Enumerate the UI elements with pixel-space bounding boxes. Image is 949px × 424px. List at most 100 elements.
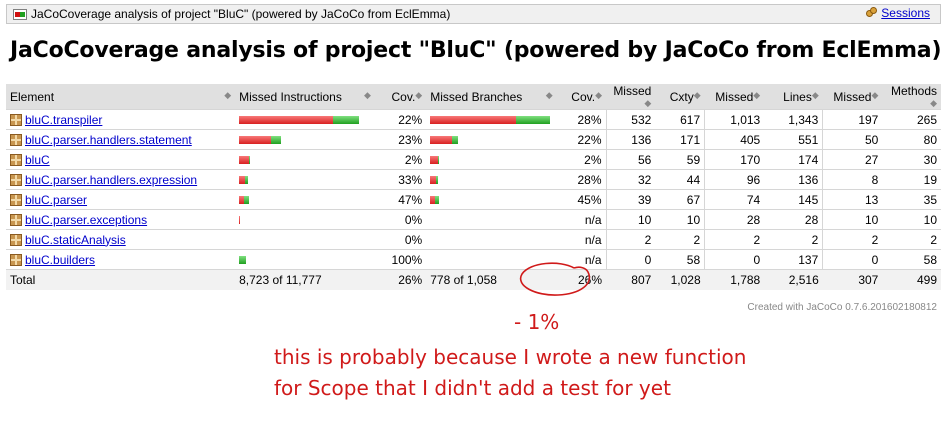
missed-bar [430, 175, 437, 184]
package-icon [10, 133, 22, 146]
sort-icon: ◆ [224, 89, 232, 100]
methods: 265 [882, 109, 941, 130]
total-row: Total 8,723 of 11,777 26% 778 of 1,058 2… [6, 269, 941, 290]
lines-missed: 74 [704, 189, 765, 210]
table-row: bluC.builders 100% n/a 0 58 0 137 0 58 [6, 249, 941, 270]
lines: 2 [764, 229, 823, 250]
sort-icon: ◆ [693, 89, 701, 100]
covered-bar [249, 155, 251, 164]
total-cx-missed: 807 [606, 269, 656, 290]
instr-cov: 2% [374, 149, 427, 170]
missed-bar [239, 175, 246, 184]
cx-missed: 532 [605, 109, 656, 130]
cx-missed: 136 [605, 129, 656, 150]
cx-missed: 39 [605, 189, 656, 210]
header-lines[interactable]: Lines ◆ [764, 84, 823, 110]
coverage-table: Element ◆ Missed Instructions ◆ Cov. ◆ Miss… [6, 84, 941, 290]
methods-missed: 10 [822, 209, 883, 230]
total-methods: 499 [882, 269, 941, 290]
package-link[interactable]: bluC [25, 152, 50, 167]
package-link[interactable]: bluC.parser.exceptions [25, 212, 148, 227]
package-icon [10, 113, 22, 126]
total-branches: 778 of 1,058 [426, 269, 557, 290]
table-row: bluC.parser.handlers.statement 23% 22% 136 1… [6, 129, 941, 150]
header-lines-missed[interactable]: Missed ◆ [704, 84, 765, 110]
branch-bar-cell [426, 249, 557, 270]
missed-bar [430, 135, 453, 144]
cx-missed: 32 [605, 169, 656, 190]
sort-icon: ◆ [930, 98, 937, 108]
package-icon [10, 153, 22, 166]
element-cell: bluC.parser [6, 189, 236, 210]
element-cell: bluC.builders [6, 249, 236, 270]
sessions-link-group[interactable]: Sessions [866, 6, 930, 20]
instr-cov: 33% [374, 169, 427, 190]
cxty: 44 [655, 169, 705, 190]
header-missed-instructions[interactable]: Missed Instructions ◆ [235, 84, 375, 110]
table-row: bluC 2% 2% 56 59 170 174 27 30 [6, 149, 941, 170]
branch-cov: 22% [556, 129, 607, 150]
instr-cov: 47% [374, 189, 427, 210]
header-methods[interactable]: Methods ◆ [882, 84, 941, 110]
methods-missed: 13 [822, 189, 883, 210]
header-missed-branches[interactable]: Missed Branches ◆ [426, 84, 557, 110]
report-icon [13, 8, 27, 20]
instr-bar-cell [235, 149, 375, 170]
sessions-icon [866, 7, 878, 19]
header-cx-missed[interactable]: Missed ◆ [606, 84, 656, 110]
element-cell: bluC.staticAnalysis [6, 229, 236, 250]
missed-bar [239, 135, 272, 144]
breadcrumb-title: JaCoCoverage analysis of project "BluC" … [31, 7, 451, 21]
annotation-delta: - 1% [514, 310, 560, 334]
covered-bar [244, 195, 250, 204]
package-link[interactable]: bluC.builders [25, 252, 96, 267]
lines-missed: 0 [704, 249, 765, 270]
branch-bar-cell [426, 229, 557, 250]
lines-missed: 28 [704, 209, 765, 230]
methods-missed: 2 [822, 229, 883, 250]
total-instr-cov: 26% [374, 269, 427, 290]
lines: 28 [764, 209, 823, 230]
sessions-link[interactable]: Sessions [881, 6, 930, 20]
cxty: 171 [655, 129, 705, 150]
element-cell: bluC [6, 149, 236, 170]
lines: 137 [764, 249, 823, 270]
instr-cov: 0% [374, 209, 427, 230]
header-methods-missed[interactable]: Missed ◆ [822, 84, 883, 110]
methods-missed: 0 [822, 249, 883, 270]
branch-cov: 45% [556, 189, 607, 210]
instr-bar-cell [235, 249, 375, 270]
sort-icon: ◆ [753, 89, 761, 100]
sort-icon: ◆ [871, 89, 879, 100]
package-link[interactable]: bluC.transpiler [25, 112, 103, 127]
package-link[interactable]: bluC.parser.handlers.expression [25, 172, 198, 187]
branch-cov: 28% [556, 109, 607, 130]
instr-bar-cell [235, 189, 375, 210]
branch-cov: n/a [556, 229, 607, 250]
cx-missed: 56 [605, 149, 656, 170]
methods: 30 [882, 149, 941, 170]
cxty: 67 [655, 189, 705, 210]
total-lines: 2,516 [764, 269, 823, 290]
lines: 145 [764, 189, 823, 210]
package-icon [10, 213, 22, 226]
sort-icon: ◆ [644, 98, 652, 108]
cxty: 58 [655, 249, 705, 270]
header-branch-cov[interactable]: Cov. ◆ [556, 84, 607, 110]
covered-bar [245, 175, 249, 184]
missed-bar [239, 115, 334, 124]
instr-cov: 0% [374, 229, 427, 250]
element-cell: bluC.parser.handlers.expression [6, 169, 236, 190]
package-icon [10, 173, 22, 186]
missed-bar [239, 155, 250, 164]
branch-bar-cell [426, 109, 557, 130]
header-instr-cov[interactable]: Cov. ◆ [374, 84, 427, 110]
package-link[interactable]: bluC.staticAnalysis [25, 232, 126, 247]
package-link[interactable]: bluC.parser [25, 192, 88, 207]
sort-icon: ◆ [363, 89, 371, 100]
header-cxty[interactable]: Cxty ◆ [655, 84, 705, 110]
table-row: bluC.transpiler 22% 28% 532 617 1,013 1,343 197… [6, 109, 941, 130]
methods: 2 [882, 229, 941, 250]
header-element[interactable]: Element ◆ [6, 84, 236, 110]
package-link[interactable]: bluC.parser.handlers.statement [25, 132, 192, 147]
